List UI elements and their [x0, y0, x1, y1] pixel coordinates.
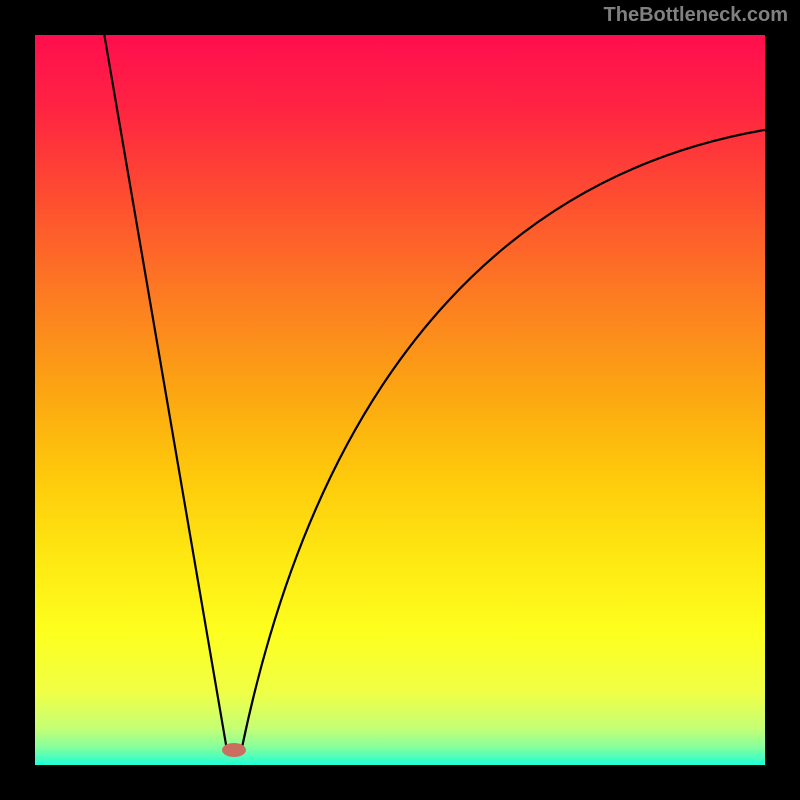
minimum-marker: [222, 743, 246, 757]
chart-container: TheBottleneck.com: [0, 0, 800, 800]
bottleneck-curve: [35, 35, 765, 765]
watermark-text: TheBottleneck.com: [604, 4, 788, 27]
plot-area: [35, 35, 765, 765]
curve-left-branch: [104, 35, 226, 746]
curve-right-branch: [242, 130, 765, 746]
